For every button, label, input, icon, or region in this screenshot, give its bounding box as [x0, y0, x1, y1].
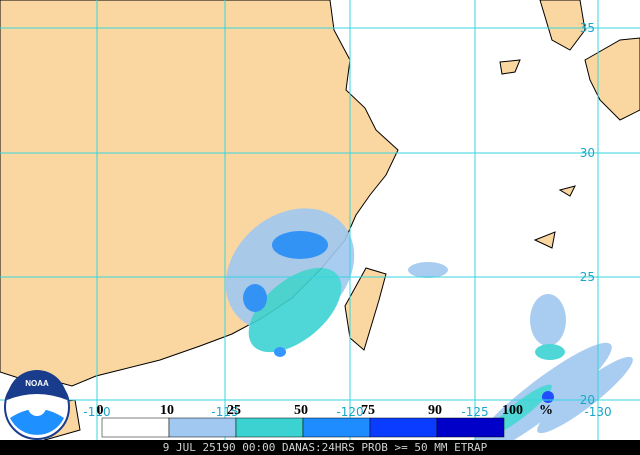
- land: [499, 0, 640, 249]
- lat-label: 35: [580, 21, 595, 35]
- legend-swatch: [436, 417, 505, 438]
- legend-swatch: [369, 417, 438, 438]
- lat-label: 25: [580, 270, 595, 284]
- legend-swatch: [235, 417, 304, 438]
- legend-label: 50: [294, 403, 308, 418]
- noaa-logo: NOAA: [4, 370, 70, 440]
- lon-label: -115: [211, 405, 238, 419]
- legend-unit: %: [539, 403, 553, 418]
- svg-text:NOAA: NOAA: [25, 379, 49, 388]
- lon-label: -110: [83, 405, 110, 419]
- legend-label: 90: [428, 403, 442, 418]
- caption: 9 JUL 25190 00:00 DANAS:24HRS PROB >= 50…: [163, 441, 488, 454]
- land: [344, 267, 387, 351]
- lon-label: -130: [584, 405, 611, 419]
- caption-bar: [0, 440, 640, 455]
- legend-label: 100: [502, 403, 523, 418]
- legend-swatch: [168, 417, 237, 438]
- lon-label: -120: [336, 405, 363, 419]
- legend-label: 25: [227, 403, 241, 418]
- legend-swatch: [101, 417, 170, 438]
- legend-swatch: [302, 417, 371, 438]
- lat-label: 20: [580, 393, 595, 407]
- legend-label: 75: [361, 403, 375, 418]
- legend-label: 0: [97, 403, 104, 418]
- lon-label: -125: [461, 405, 488, 419]
- legend-label: 10: [160, 403, 174, 418]
- lat-label: 30: [580, 146, 595, 160]
